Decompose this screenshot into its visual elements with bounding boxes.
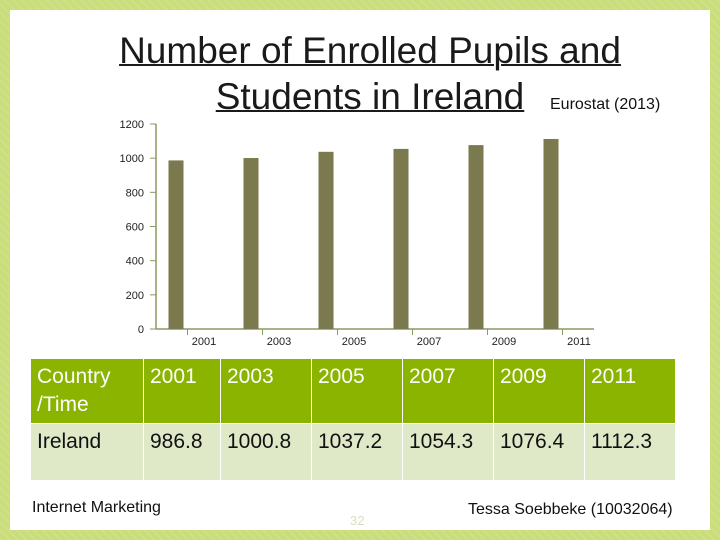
value-cell: 986.8 <box>143 423 221 481</box>
bar <box>243 158 259 329</box>
bar <box>543 138 559 329</box>
x-tick-label: 2007 <box>417 336 441 348</box>
y-tick-label: 200 <box>126 290 144 302</box>
y-tick-label: 0 <box>138 324 144 336</box>
year-cell: 2009 <box>493 358 585 424</box>
bar <box>468 145 484 329</box>
x-tick-label: 2003 <box>267 336 291 348</box>
footer-author: Tessa Soebbeke (10032064) <box>468 501 673 518</box>
value-cell: 1076.4 <box>493 423 585 481</box>
x-tick-label: 2011 <box>567 336 591 348</box>
year-cell: 2001 <box>143 358 221 424</box>
y-tick-label: 600 <box>126 222 144 234</box>
x-tick-label: 2005 <box>342 336 366 348</box>
value-cell: 1112.3 <box>584 423 676 481</box>
source-label: Eurostat (2013) <box>550 96 661 113</box>
value-cell: 1000.8 <box>220 423 312 481</box>
year-cell: 2005 <box>311 358 403 424</box>
table-header-row: Country /Time 2001 2003 2005 2007 2009 2… <box>30 358 676 424</box>
year-cell: 2007 <box>402 358 494 424</box>
y-tick-label: 1200 <box>120 119 144 131</box>
bar <box>318 151 334 329</box>
value-cell: 1054.3 <box>402 423 494 481</box>
bar <box>168 160 184 329</box>
year-cell: 2011 <box>584 358 676 424</box>
x-tick-label: 2001 <box>192 336 216 348</box>
slide: Number of Enrolled Pupils and Students i… <box>10 10 710 530</box>
chart-title: Number of Enrolled Pupils and Students i… <box>119 30 621 117</box>
footer-course: Internet Marketing <box>32 499 161 516</box>
row-label-cell: Ireland <box>30 423 144 481</box>
year-cell: 2003 <box>220 358 312 424</box>
x-tick-label: 2009 <box>492 336 516 348</box>
header-label-cell: Country /Time <box>30 358 144 424</box>
y-tick-label: 400 <box>126 256 144 268</box>
value-cell: 1037.2 <box>311 423 403 481</box>
y-tick-label: 1000 <box>120 153 144 165</box>
table-row: Ireland 986.8 1000.8 1037.2 1054.3 1076.… <box>30 423 676 481</box>
bar-chart: 0 200 400 600 800 1000 1200 2001 2003 2005 2007 200… <box>120 119 594 348</box>
y-tick-label: 800 <box>126 187 144 199</box>
bar <box>393 148 409 329</box>
page-number: 32 <box>350 513 365 528</box>
data-table: Country /Time 2001 2003 2005 2007 2009 2… <box>30 358 676 481</box>
